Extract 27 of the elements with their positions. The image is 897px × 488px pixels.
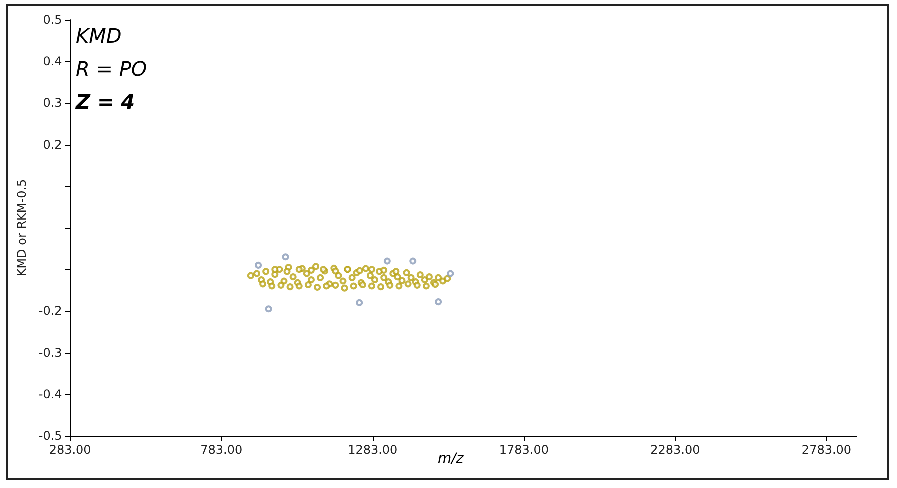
- y-tick-label: 0.2: [43, 138, 62, 152]
- x-axis-title: m/z: [438, 451, 464, 467]
- y-tick-label: -0.5: [38, 429, 62, 443]
- y-tick-label: 0.4: [43, 54, 62, 69]
- point: [356, 299, 364, 306]
- y-tick-label: -0.3: [38, 346, 62, 360]
- point: [255, 262, 262, 269]
- point: [410, 258, 417, 265]
- y-tick-label: -0.4: [38, 387, 62, 402]
- point: [435, 298, 442, 306]
- point: [265, 306, 272, 313]
- x-tick-label: 783.00: [200, 443, 243, 457]
- x-tick-label: 1283.00: [348, 443, 398, 457]
- annotation: KMD: [76, 24, 122, 48]
- y-tick-label: 0.5: [43, 13, 62, 27]
- y-axis-title: KMD or RKM-0.5: [15, 179, 29, 277]
- point: [447, 270, 454, 278]
- point: [282, 254, 290, 261]
- annotation: R = PO: [76, 57, 148, 81]
- x-tick-label: 2783.00: [802, 443, 852, 457]
- annotation: Z = 4: [75, 90, 136, 114]
- y-tick-label: -0.2: [38, 304, 62, 318]
- x-tick-label: 1783.00: [499, 443, 549, 457]
- point: [384, 258, 391, 265]
- y-tick-label: 0.3: [43, 96, 62, 110]
- x-tick-label: 2283.00: [650, 443, 700, 457]
- x-tick-label: 283.00: [49, 443, 92, 457]
